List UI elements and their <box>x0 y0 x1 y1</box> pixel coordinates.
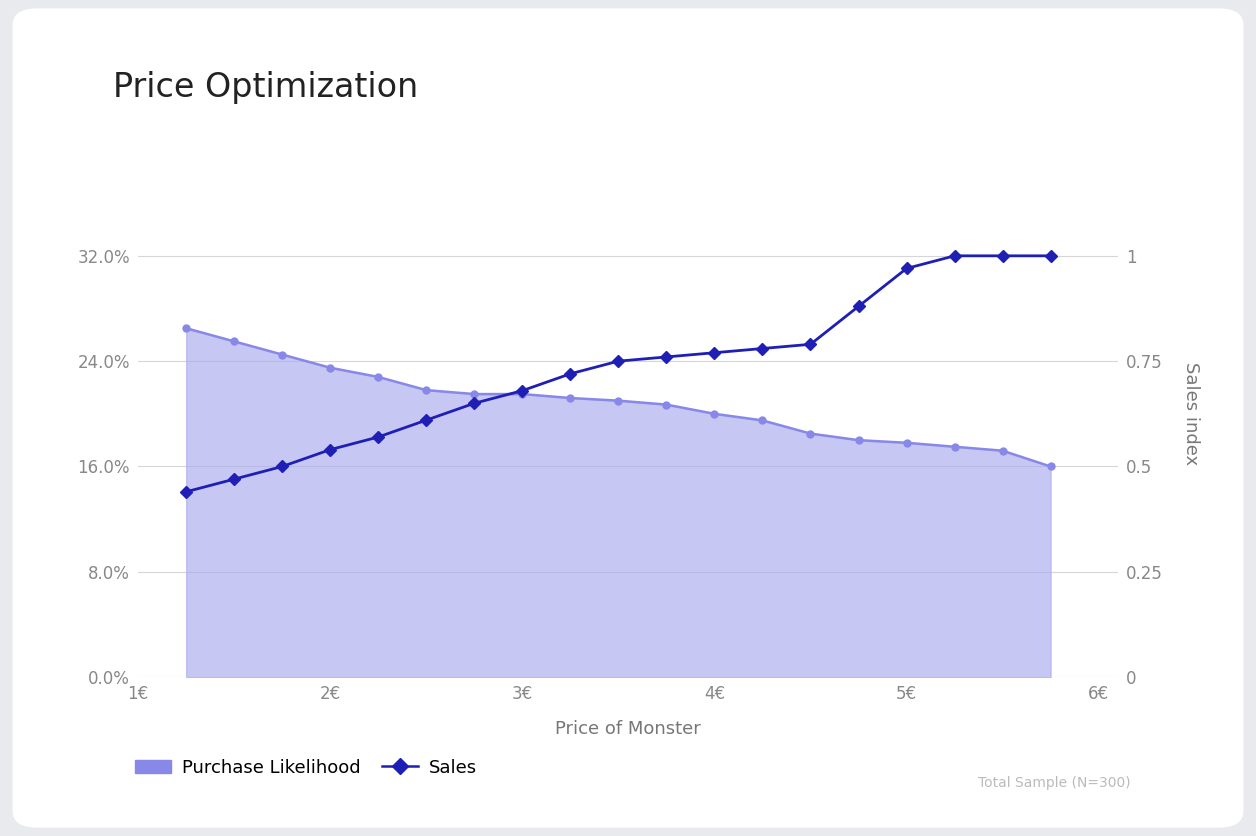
Y-axis label: Sales index: Sales index <box>1182 362 1201 466</box>
X-axis label: Price of Monster: Price of Monster <box>555 720 701 738</box>
Text: Price Optimization: Price Optimization <box>113 71 418 104</box>
Legend: Purchase Likelihood, Sales: Purchase Likelihood, Sales <box>128 752 485 784</box>
Text: Total Sample (N=300): Total Sample (N=300) <box>977 776 1130 790</box>
FancyBboxPatch shape <box>13 8 1243 828</box>
